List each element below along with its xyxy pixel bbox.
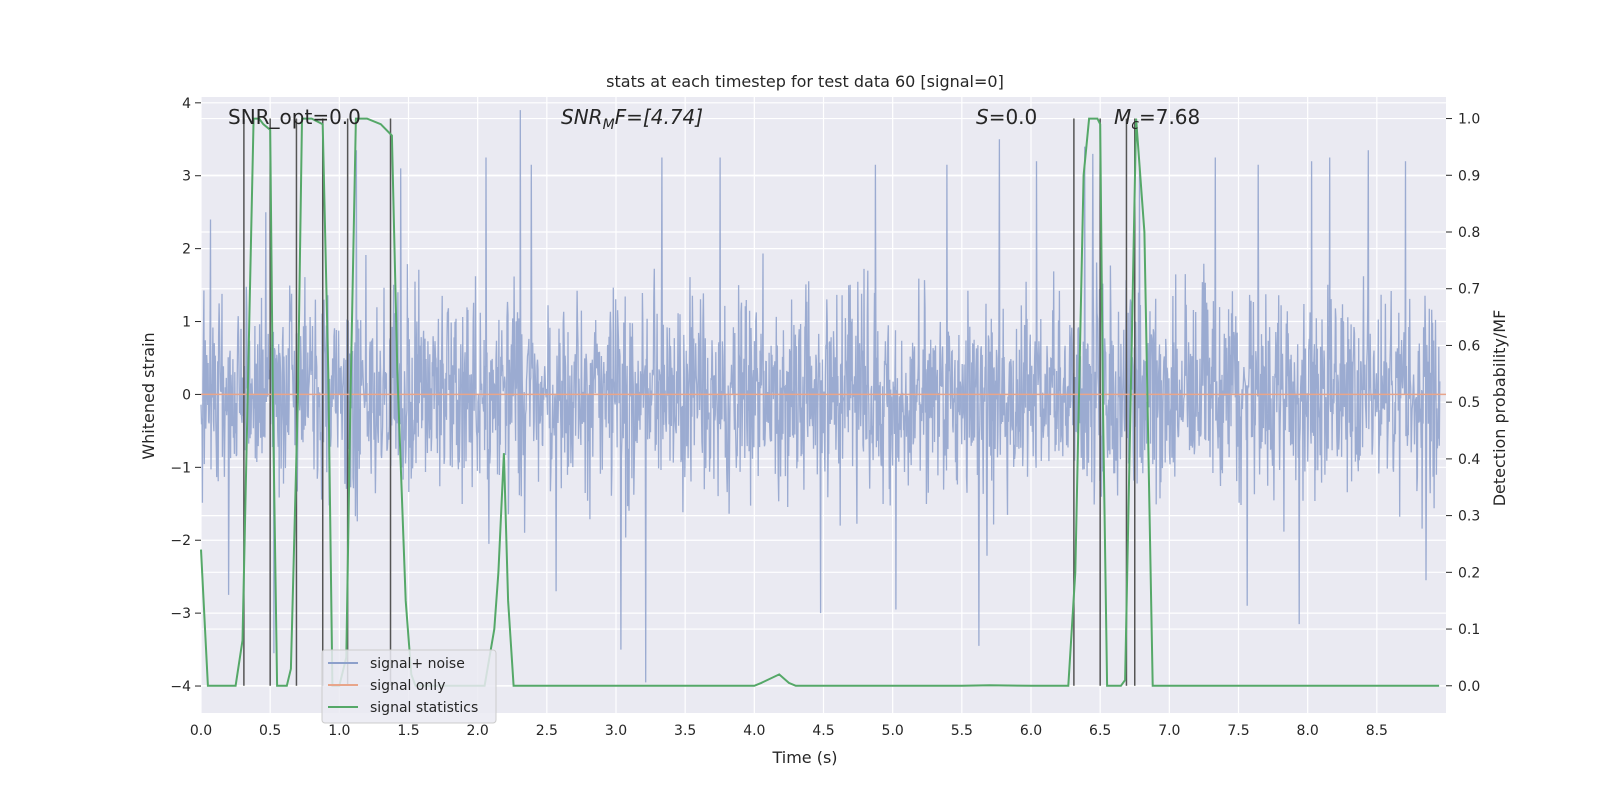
x-tick-label: 2.0 xyxy=(467,723,489,739)
x-tick-label: 4.0 xyxy=(743,723,765,739)
x-tick-label: 7.0 xyxy=(1158,723,1180,739)
legend-label-signal-only: signal only xyxy=(370,678,445,694)
x-tick-label: 5.5 xyxy=(951,723,973,739)
signal-noise-line xyxy=(200,110,1441,683)
x-axis-label: Time (s) xyxy=(771,748,837,767)
y-axis-right: 1.0 0.9 0.8 0.7 0.6 0.5 0.4 0.3 0.2 0.1 0.0 xyxy=(1446,112,1480,695)
y-left-tick-label: 3 xyxy=(182,169,191,185)
x-tick-label: 8.5 xyxy=(1366,723,1388,739)
y-axis-right-label: Detection probability/MF xyxy=(1490,310,1509,507)
y-right-tick-label: 0.1 xyxy=(1458,622,1480,638)
x-tick-label: 7.5 xyxy=(1227,723,1249,739)
y-right-tick-label: 0.9 xyxy=(1458,168,1480,184)
y-left-tick-label: 1 xyxy=(182,315,191,331)
x-tick-label: 6.5 xyxy=(1089,723,1111,739)
snr-opt-annotation: SNR_opt=0.0 xyxy=(228,105,361,129)
y-right-tick-label: 0.5 xyxy=(1458,395,1480,411)
y-left-tick-label: 0 xyxy=(182,387,191,403)
y-left-tick-label: −2 xyxy=(170,533,191,549)
x-tick-label: 1.5 xyxy=(397,723,419,739)
y-left-tick-label: 2 xyxy=(182,242,191,258)
y-right-tick-label: 0.6 xyxy=(1458,338,1480,354)
legend-box xyxy=(321,649,497,724)
x-axis: 0.0 0.5 1.0 1.5 2.0 2.5 3.0 3.5 4.0 4.5 5.0 5.5 6.0 6… xyxy=(190,723,1388,739)
y-left-tick-label: −1 xyxy=(170,460,191,476)
y-right-tick-label: 1.0 xyxy=(1458,112,1480,128)
legend: signal+ noise signal only signal statist… xyxy=(321,649,497,724)
legend-label-signal-statistics: signal statistics xyxy=(370,700,478,716)
y-right-tick-label: 0.4 xyxy=(1458,452,1480,468)
mc-annotation: Mc=7.68 xyxy=(1114,105,1200,133)
y-right-tick-label: 0.0 xyxy=(1458,679,1480,695)
y-right-tick-label: 0.3 xyxy=(1458,509,1480,525)
y-left-tick-label: −3 xyxy=(170,606,191,622)
y-axis-left-label: Whitened strain xyxy=(139,332,158,459)
y-left-tick-label: 4 xyxy=(182,96,191,112)
y-right-tick-label: 0.8 xyxy=(1458,225,1480,241)
x-tick-label: 3.5 xyxy=(674,723,696,739)
s-annotation: S=0.0 xyxy=(976,105,1037,129)
x-tick-label: 2.5 xyxy=(536,723,558,739)
y-axis-left: 4 3 2 1 0 −1 −2 −3 −4 xyxy=(170,96,201,695)
y-right-tick-label: 0.7 xyxy=(1458,282,1480,298)
x-tick-label: 8.0 xyxy=(1297,723,1319,739)
snr-mf-annotation: SNRMF=[4.74] xyxy=(561,105,703,133)
signal-noise-series xyxy=(200,110,1441,683)
legend-label-signal-noise: signal+ noise xyxy=(370,656,465,672)
x-tick-label: 5.0 xyxy=(882,723,904,739)
y-right-tick-label: 0.2 xyxy=(1458,565,1480,581)
chart-title: stats at each timestep for test data 60 … xyxy=(606,72,1004,91)
x-tick-label: 3.0 xyxy=(605,723,627,739)
y-left-tick-label: −4 xyxy=(170,679,191,695)
x-tick-label: 1.0 xyxy=(328,723,350,739)
x-tick-label: 0.5 xyxy=(259,723,281,739)
x-tick-label: 4.5 xyxy=(812,723,834,739)
x-tick-label: 6.0 xyxy=(1020,723,1042,739)
x-tick-label: 0.0 xyxy=(190,723,212,739)
